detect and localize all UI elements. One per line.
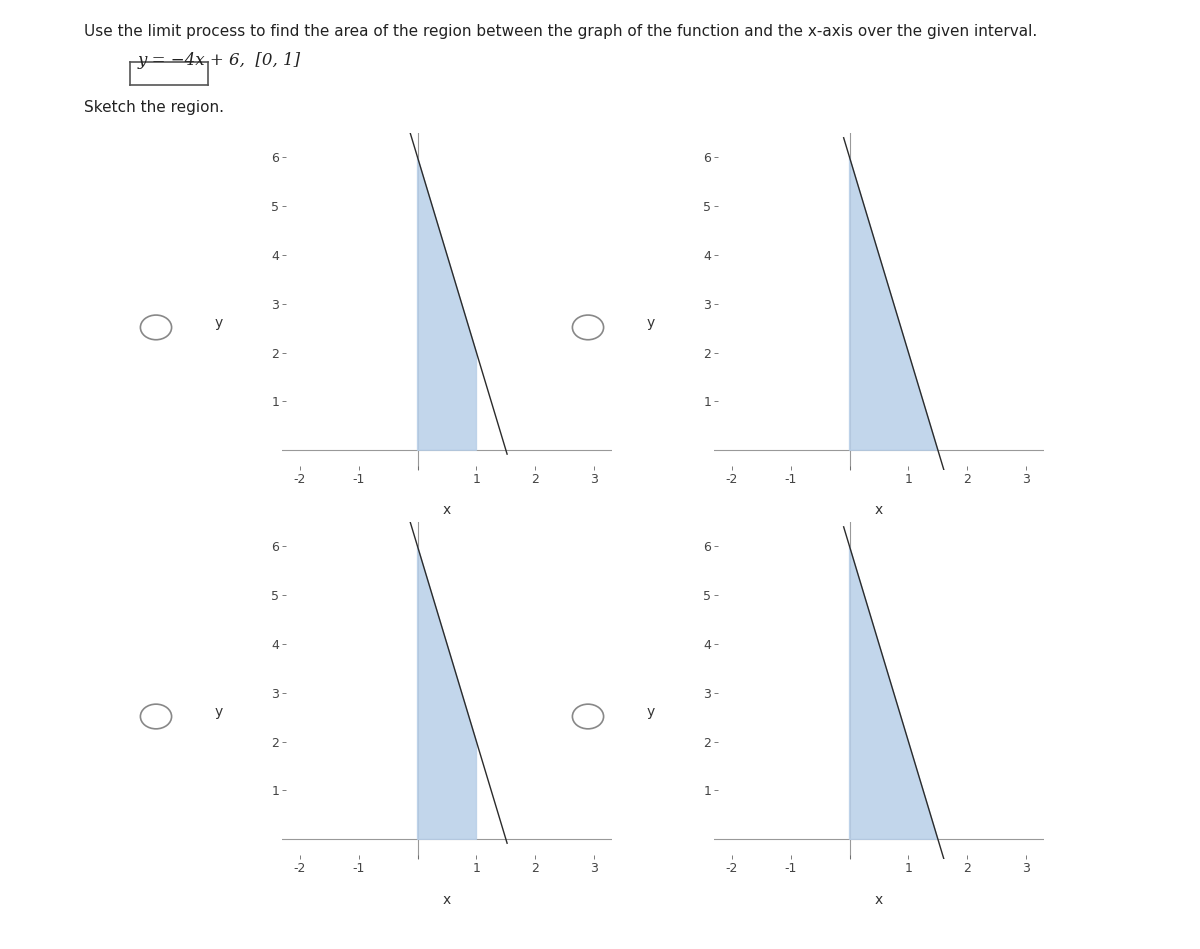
Text: x: x <box>875 892 883 906</box>
Polygon shape <box>850 547 938 839</box>
Text: y: y <box>647 316 655 330</box>
Text: y: y <box>647 705 655 719</box>
Text: y: y <box>215 705 223 719</box>
Text: y: y <box>215 316 223 330</box>
Text: Use the limit process to find the area of the region between the graph of the fu: Use the limit process to find the area o… <box>84 24 1037 39</box>
Text: y = −4x + 6,  [0, 1]: y = −4x + 6, [0, 1] <box>138 52 301 69</box>
Text: x: x <box>443 892 451 906</box>
Text: Sketch the region.: Sketch the region. <box>84 100 224 115</box>
Polygon shape <box>418 547 476 839</box>
Text: x: x <box>443 503 451 517</box>
Polygon shape <box>418 158 476 450</box>
Polygon shape <box>850 158 938 450</box>
Text: x: x <box>875 503 883 517</box>
